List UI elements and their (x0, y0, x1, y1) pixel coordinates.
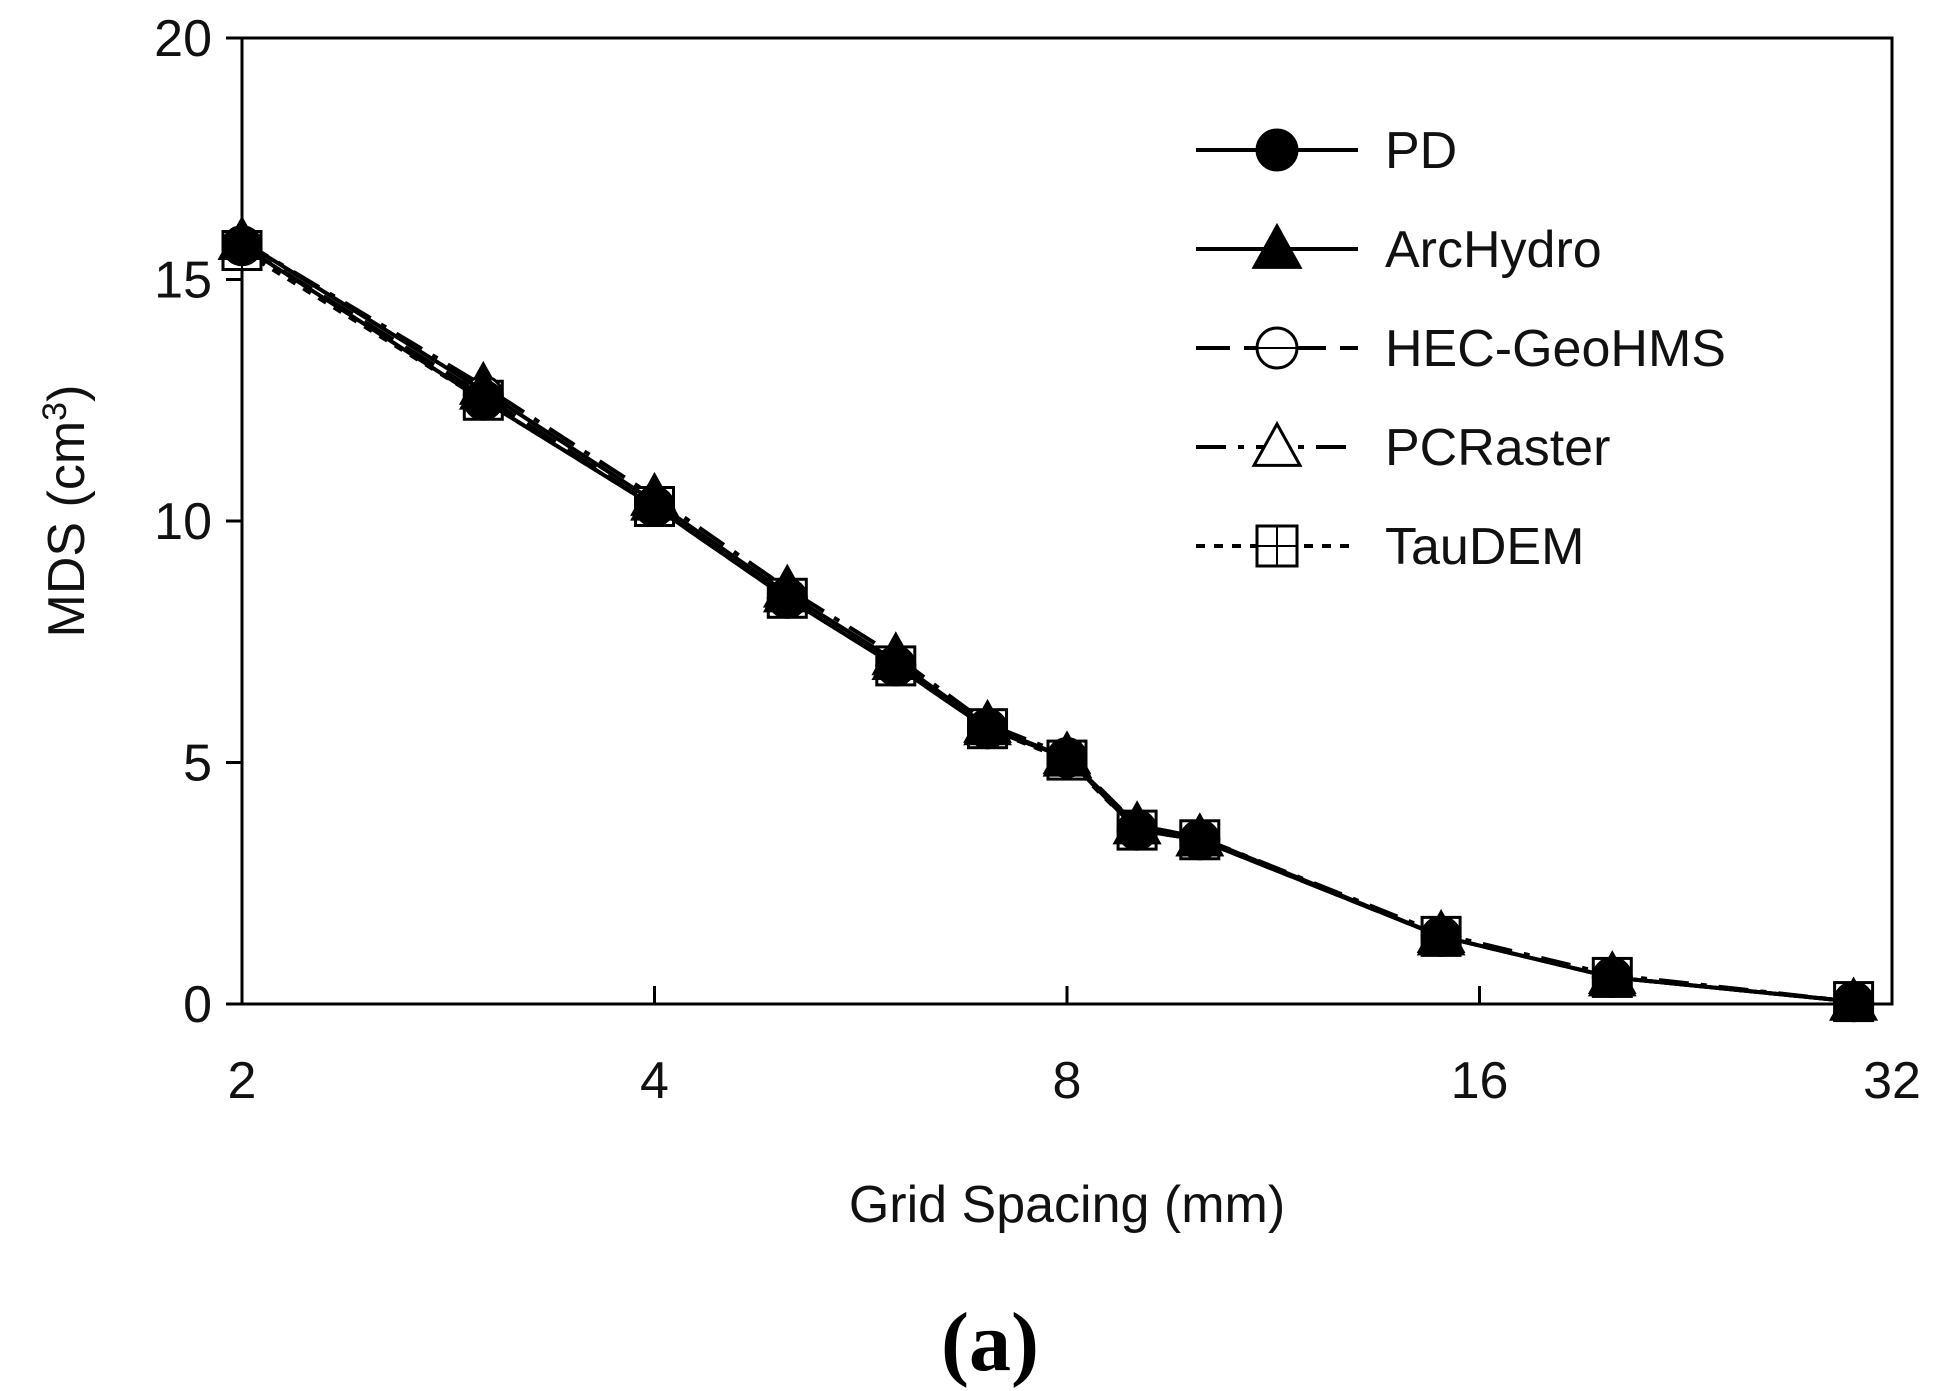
x-axis-title: Grid Spacing (mm) (849, 1176, 1285, 1234)
data-point (1179, 819, 1221, 861)
legend-item: PD (1196, 122, 1457, 180)
data-point (634, 486, 675, 528)
data-point (1116, 809, 1158, 851)
y-tick-label: 10 (154, 493, 212, 551)
legend: PD ArcHydro HEC-GeoHMS PCRaster TauDEM (1196, 122, 1726, 576)
legend-marker (1255, 128, 1299, 172)
x-tick-label: 2 (228, 1052, 257, 1110)
data-point (967, 708, 1009, 750)
panel-label: (a) (941, 1296, 1039, 1389)
legend-marker (1251, 222, 1303, 269)
legend-item: TauDEM (1196, 518, 1584, 576)
series-line (240, 239, 1854, 1004)
legend-label: HEC-GeoHMS (1385, 320, 1726, 378)
x-tick-label: 16 (1451, 1052, 1509, 1110)
x-tick-label: 32 (1863, 1052, 1921, 1110)
series-line (240, 244, 1854, 1004)
plot-area (240, 36, 1894, 1006)
y-axis-title-main: MDS (cm (38, 421, 96, 638)
y-axis-title-superscript: 3 (36, 402, 74, 421)
legend-label: TauDEM (1385, 518, 1584, 576)
legend-label: PCRaster (1385, 419, 1610, 477)
x-tick-label: 8 (1053, 1052, 1082, 1110)
data-point (1833, 981, 1875, 1023)
data-point (221, 225, 263, 267)
data-point (766, 577, 808, 619)
series-pd (221, 225, 1875, 1023)
legend-label: ArcHydro (1385, 221, 1602, 279)
plot-frame (240, 36, 1894, 1006)
data-point (1046, 737, 1088, 779)
y-tick-label: 5 (183, 735, 212, 793)
data-point (1591, 956, 1633, 998)
legend-item: ArcHydro (1196, 221, 1602, 279)
x-axis: 2 4 8 16 32 (228, 986, 1921, 1110)
data-point (875, 645, 917, 687)
legend-item: PCRaster (1196, 419, 1610, 477)
legend-label: PD (1385, 122, 1457, 180)
series-layer (217, 215, 1878, 1023)
y-axis-title: MDS (cm3) (36, 385, 96, 638)
y-axis-title-close: ) (38, 385, 96, 402)
y-tick-label: 0 (183, 976, 212, 1034)
legend-marker (1251, 420, 1303, 467)
legend-item: HEC-GeoHMS (1196, 320, 1726, 378)
data-point (1420, 915, 1462, 957)
data-point (462, 379, 504, 421)
y-tick-label: 15 (154, 252, 212, 310)
y-tick-label: 20 (154, 10, 212, 68)
x-tick-label: 4 (640, 1052, 669, 1110)
y-axis: 0 5 10 15 20 (154, 10, 242, 1034)
